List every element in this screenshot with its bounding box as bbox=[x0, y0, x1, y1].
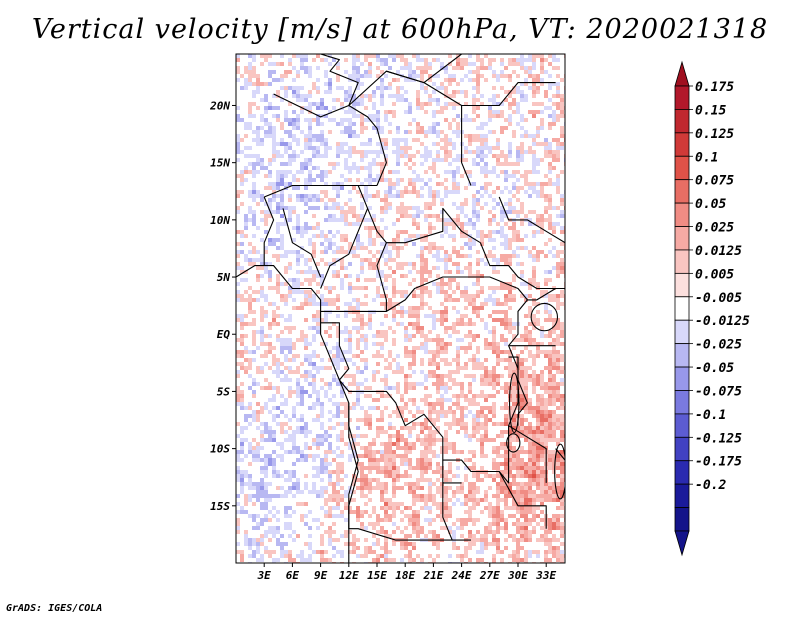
colorbar-box bbox=[674, 390, 690, 415]
lon-tick-label: 3E bbox=[257, 569, 272, 582]
border-line bbox=[442, 460, 453, 541]
colorbar: 0.175 0.15 0.125 0.1 0.075 0.05 0.025 0.0125 0.0… bbox=[674, 60, 750, 557]
border-line bbox=[498, 196, 565, 244]
lon-tick-label: 15E bbox=[367, 569, 387, 582]
border-line bbox=[320, 208, 369, 289]
colorbar-box bbox=[674, 460, 690, 485]
colorbar-box bbox=[674, 507, 690, 532]
colorbar-label: 0.15 bbox=[695, 103, 726, 118]
colorbar-box bbox=[674, 249, 690, 274]
border-line bbox=[376, 242, 528, 312]
lon-tick-label: 33E bbox=[535, 569, 556, 582]
colorbar-label: 0.1 bbox=[695, 150, 718, 165]
plot-frame bbox=[235, 53, 566, 564]
velocity-field bbox=[236, 54, 565, 563]
border-line bbox=[508, 425, 547, 483]
border-line bbox=[498, 471, 547, 529]
colorbar-box bbox=[674, 483, 690, 508]
border-line bbox=[357, 185, 481, 244]
lat-tick-label: 5S bbox=[217, 385, 231, 398]
lat-tick-label: 10N bbox=[210, 214, 230, 227]
colorbar-label: -0.125 bbox=[695, 431, 742, 446]
lake-outline bbox=[530, 302, 559, 332]
colorbar-box bbox=[674, 155, 690, 181]
colorbar-box bbox=[674, 272, 690, 298]
colorbar-box bbox=[674, 436, 690, 462]
lat-tick-label: 10S bbox=[210, 443, 230, 456]
colorbar-label: -0.2 bbox=[695, 478, 726, 493]
border-line bbox=[338, 379, 519, 484]
lon-tick-label: 18E bbox=[395, 569, 415, 582]
border-line bbox=[461, 82, 556, 107]
lat-tick-label: 15S bbox=[210, 500, 230, 513]
colorbar-box bbox=[674, 109, 690, 134]
colorbar-box bbox=[674, 319, 690, 345]
colorbar-label: 0.05 bbox=[695, 197, 726, 212]
colorbar-box bbox=[674, 366, 690, 391]
colorbar-label: -0.1 bbox=[695, 408, 726, 423]
colorbar-label: -0.075 bbox=[695, 384, 742, 399]
lat-tick-label: 15N bbox=[210, 157, 230, 170]
lon-tick-label: 9E bbox=[314, 569, 328, 582]
colorbar-label: 0.175 bbox=[695, 80, 734, 95]
colorbar-label: 0.005 bbox=[695, 267, 734, 282]
colorbar-box bbox=[674, 226, 690, 251]
colorbar-label: 0.025 bbox=[695, 221, 734, 236]
border-line bbox=[320, 322, 350, 381]
colorbar-label: -0.0125 bbox=[695, 314, 750, 329]
border-line bbox=[423, 54, 462, 84]
border-line bbox=[348, 105, 387, 186]
map-axes: 20N 15N 10N 5N EQ 5S 10S 15S 3E 6E 9E 12E 15E 18E 21E 2… bbox=[209, 99, 556, 582]
lake-outline bbox=[508, 372, 520, 434]
colorbar-label: -0.005 bbox=[695, 291, 742, 306]
colorbar-label: 0.125 bbox=[695, 127, 734, 142]
colorbar-box bbox=[674, 296, 690, 321]
colorbar-min-arrow bbox=[674, 530, 690, 557]
grads-credit: GrADS: IGES/COLA bbox=[6, 603, 103, 614]
border-line bbox=[348, 402, 471, 541]
lat-tick-label: EQ bbox=[217, 328, 231, 341]
colorbar-box bbox=[674, 343, 690, 368]
lat-tick-label: 20N bbox=[209, 99, 230, 112]
colorbar-max-arrow bbox=[674, 60, 690, 87]
lon-tick-label: 27E bbox=[479, 569, 500, 582]
border-line bbox=[527, 288, 556, 301]
colorbar-box bbox=[674, 132, 690, 157]
country-borders bbox=[236, 54, 565, 563]
lon-tick-label: 6E bbox=[286, 569, 300, 582]
lat-tick-label: 5N bbox=[217, 271, 231, 284]
colorbar-label: -0.05 bbox=[695, 361, 734, 376]
border-line bbox=[282, 208, 322, 278]
colorbar-label: -0.025 bbox=[695, 338, 742, 353]
lon-tick-label: 24E bbox=[451, 569, 472, 582]
border-line bbox=[320, 54, 359, 106]
colorbar-label: 0.0125 bbox=[695, 244, 742, 259]
colorbar-label: -0.175 bbox=[695, 455, 742, 470]
map-title: Vertical velocity [m/s] at 600hPa, VT: 2… bbox=[31, 14, 769, 45]
lon-tick-label: 30E bbox=[507, 569, 528, 582]
colorbar-box bbox=[674, 179, 690, 204]
colorbar-label: 0.075 bbox=[695, 174, 734, 189]
lake-outline bbox=[506, 433, 521, 453]
colorbar-box bbox=[674, 413, 690, 438]
coastline bbox=[236, 265, 359, 563]
colorbar-box bbox=[674, 202, 690, 227]
lon-tick-label: 12E bbox=[339, 569, 359, 582]
lon-tick-label: 21E bbox=[422, 569, 443, 582]
colorbar-box bbox=[674, 85, 690, 110]
border-line bbox=[263, 196, 275, 266]
border-line bbox=[263, 184, 377, 198]
lake-outline bbox=[554, 443, 565, 500]
